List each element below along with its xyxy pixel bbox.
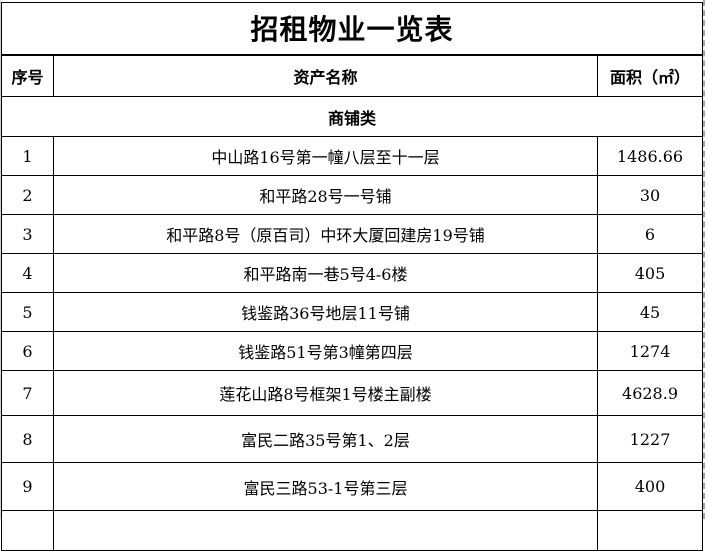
- cell-name[interactable]: 富民二路35号第1、2层: [53, 415, 598, 463]
- cell-no[interactable]: 2: [1, 175, 54, 215]
- table-row: 1 中山路16号第一幢八层至十一层 1486.66: [1, 136, 704, 176]
- cell-name[interactable]: 钱鉴路51号第3幢第四层: [53, 331, 598, 371]
- cell-name[interactable]: [53, 510, 598, 551]
- cell-no[interactable]: [1, 510, 54, 551]
- cell-area[interactable]: 45: [596, 292, 704, 332]
- cell-name[interactable]: 富民三路53-1号第三层: [53, 462, 598, 511]
- cell-area[interactable]: [596, 510, 704, 551]
- header-row: 序号 资产名称 面积（㎡）: [1, 54, 704, 97]
- cell-name[interactable]: 中山路16号第一幢八层至十一层: [53, 136, 598, 176]
- cell-area[interactable]: 405: [596, 253, 704, 293]
- table-row: 2 和平路28号一号铺 30: [1, 175, 704, 215]
- section-row: 商铺类: [0, 96, 704, 137]
- cell-name[interactable]: 钱鉴路36号地层11号铺: [53, 292, 598, 332]
- cell-area[interactable]: 1486.66: [596, 136, 704, 176]
- cell-no[interactable]: 8: [1, 415, 54, 463]
- cell-area[interactable]: 4628.9: [596, 370, 704, 416]
- cell-area[interactable]: 400: [596, 462, 704, 511]
- cell-name[interactable]: 和平路28号一号铺: [53, 175, 598, 215]
- table-row-partial: [1, 510, 704, 551]
- cell-no[interactable]: 3: [1, 214, 54, 254]
- cell-area[interactable]: 30: [596, 175, 704, 215]
- table-row: 6 钱鉴路51号第3幢第四层 1274: [1, 331, 704, 371]
- table-row: 9 富民三路53-1号第三层 400: [1, 462, 704, 511]
- cell-no[interactable]: 5: [1, 292, 54, 332]
- col-header-name: 资产名称: [53, 54, 598, 97]
- col-header-area: 面积（㎡）: [596, 54, 704, 97]
- title-row: 招租物业一览表: [0, 2, 704, 56]
- page-break-dashed-line: [703, 0, 705, 519]
- cell-name[interactable]: 莲花山路8号框架1号楼主副楼: [53, 370, 598, 416]
- table-row: 5 钱鉴路36号地层11号铺 45: [1, 292, 704, 332]
- cell-no[interactable]: 4: [1, 253, 54, 293]
- page-title: 招租物业一览表: [0, 2, 704, 56]
- table-row: 3 和平路8号（原百司）中环大厦回建房19号铺 6: [1, 214, 704, 254]
- cell-area[interactable]: 6: [596, 214, 704, 254]
- table-row: 7 莲花山路8号框架1号楼主副楼 4628.9: [1, 370, 704, 416]
- cell-area[interactable]: 1274: [596, 331, 704, 371]
- cell-no[interactable]: 1: [1, 136, 54, 176]
- table-row: 8 富民二路35号第1、2层 1227: [1, 415, 704, 463]
- table-row: 4 和平路南一巷5号4-6楼 405: [1, 253, 704, 293]
- cell-name[interactable]: 和平路南一巷5号4-6楼: [53, 253, 598, 293]
- cell-no[interactable]: 9: [1, 462, 54, 511]
- col-header-no: 序号: [1, 54, 54, 97]
- cell-no[interactable]: 6: [1, 331, 54, 371]
- page-left-edge: [0, 0, 1, 519]
- cell-area[interactable]: 1227: [596, 415, 704, 463]
- cell-name[interactable]: 和平路8号（原百司）中环大厦回建房19号铺: [53, 214, 598, 254]
- cell-no[interactable]: 7: [1, 370, 54, 416]
- section-label: 商铺类: [0, 96, 704, 137]
